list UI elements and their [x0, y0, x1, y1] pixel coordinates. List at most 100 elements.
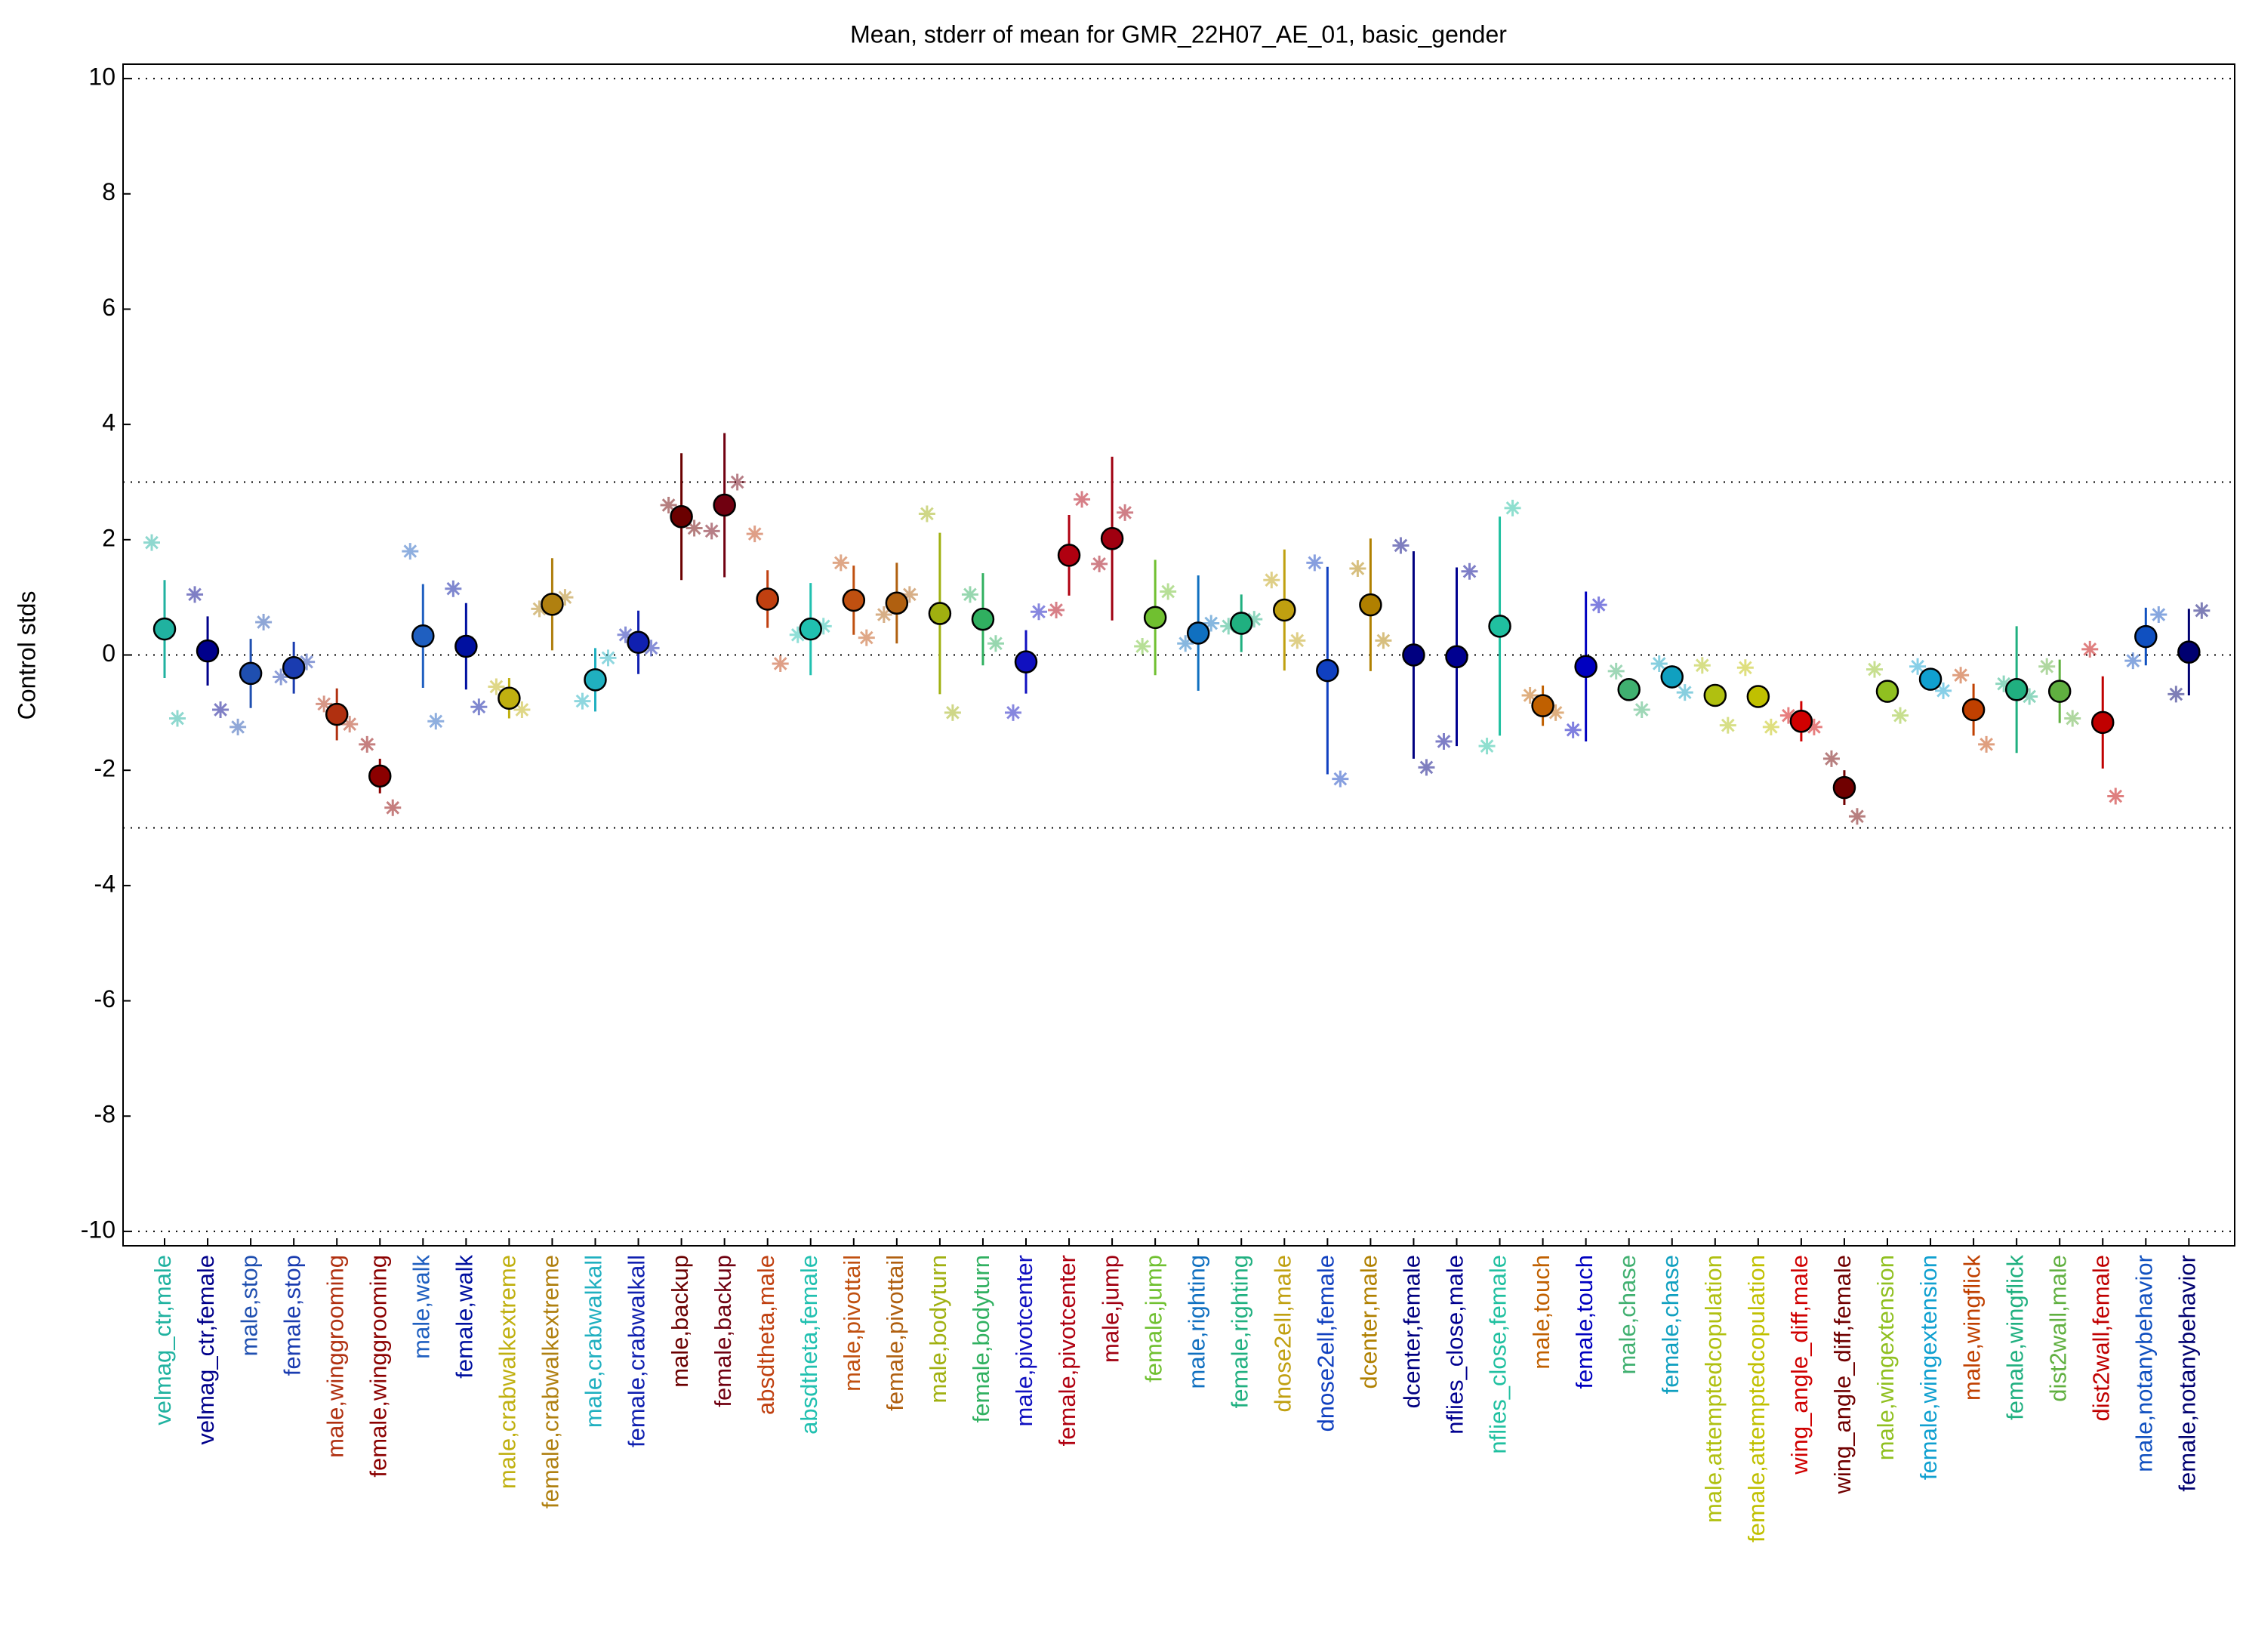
star-marker — [1478, 738, 1496, 755]
star-marker — [1590, 596, 1607, 614]
star-marker — [1160, 583, 1177, 600]
star-marker — [1848, 808, 1866, 825]
x-tick-label: female,touch — [1571, 1255, 1597, 1389]
star-marker — [729, 473, 746, 491]
mean-marker — [928, 602, 952, 625]
star-marker — [1392, 537, 1410, 554]
mean-marker — [325, 702, 349, 726]
star-marker — [1435, 733, 1453, 750]
star-marker — [255, 613, 273, 630]
mean-marker — [1961, 698, 1986, 722]
x-tick-label: dcenter,female — [1399, 1255, 1425, 1408]
star-marker — [1866, 661, 1883, 678]
x-tick-label: absdtheta,male — [753, 1255, 779, 1415]
star-marker — [1203, 615, 1220, 632]
star-marker — [1504, 499, 1521, 516]
star-marker — [789, 626, 806, 643]
star-marker — [1461, 562, 1478, 580]
y-tick-label: -2 — [94, 755, 116, 782]
x-tick-label: velmag_ctr,male — [149, 1255, 176, 1425]
star-marker — [470, 698, 488, 716]
star-marker — [1935, 682, 1952, 699]
x-tick-label: male,notanybehavior — [2130, 1255, 2157, 1472]
star-marker — [1031, 603, 1047, 621]
mean-marker — [1703, 683, 1727, 707]
y-tick-label: -8 — [94, 1101, 116, 1128]
star-marker — [445, 580, 462, 597]
star-marker — [1805, 718, 1822, 735]
x-tick-label: dcenter,male — [1356, 1255, 1382, 1389]
x-tick-label: female,righting — [1226, 1255, 1252, 1408]
star-marker — [143, 534, 160, 551]
mean-marker — [1918, 667, 1943, 691]
x-tick-label: female,bodyturn — [968, 1255, 994, 1422]
star-marker — [961, 586, 978, 603]
star-marker — [1952, 667, 1970, 684]
x-tick-label: female,notanybehavior — [2174, 1255, 2201, 1492]
star-marker — [1005, 704, 1021, 721]
mean-marker — [1617, 678, 1641, 701]
star-marker — [1650, 655, 1668, 672]
x-tick-label: male,pivotcenter — [1011, 1255, 1037, 1426]
star-marker — [1547, 704, 1564, 721]
star-marker — [660, 497, 677, 514]
x-tick-label: wing_angle_diff,male — [1786, 1255, 1813, 1475]
mean-marker — [1875, 680, 1899, 703]
mean-marker — [411, 624, 435, 648]
star-marker — [1633, 701, 1650, 719]
x-tick-label: velmag_ctr,female — [193, 1255, 219, 1445]
mean-marker — [584, 668, 607, 692]
mean-marker — [1402, 643, 1425, 667]
star-marker — [1246, 611, 1263, 628]
mean-marker — [454, 634, 478, 658]
x-tick-label: dist2wall,male — [2044, 1255, 2071, 1402]
star-marker — [1332, 770, 1349, 787]
x-tick-label: female,pivottail — [882, 1255, 908, 1411]
star-marker — [2038, 658, 2056, 675]
star-marker — [2064, 710, 2081, 727]
star-marker — [703, 522, 720, 540]
star-marker — [1779, 707, 1797, 724]
star-marker — [1418, 759, 1435, 776]
x-tick-label: female,jump — [1140, 1255, 1166, 1382]
star-marker — [488, 678, 505, 695]
star-marker — [901, 586, 918, 603]
mean-marker — [627, 630, 650, 654]
x-tick-label: male,attemptedcopulation — [1700, 1255, 1727, 1523]
star-marker — [230, 718, 247, 735]
x-tick-label: female,crabwalkall — [624, 1255, 650, 1447]
star-marker — [1693, 657, 1711, 674]
star-marker — [1719, 717, 1736, 734]
mean-marker — [670, 505, 693, 529]
star-marker — [169, 710, 186, 727]
star-marker — [1762, 718, 1779, 735]
x-tick-label: male,pivottail — [839, 1255, 865, 1392]
chart-title: Mean, stderr of mean for GMR_22H07_AE_01… — [850, 20, 1507, 48]
x-tick-label: male,backup — [667, 1255, 693, 1388]
x-tick-label: male,wingflick — [1958, 1255, 1985, 1401]
x-tick-label: male,touch — [1528, 1255, 1554, 1370]
mean-marker — [713, 493, 736, 517]
mean-marker — [1746, 685, 1770, 708]
star-marker — [384, 799, 402, 816]
star-marker — [858, 629, 875, 646]
mean-marker — [2091, 710, 2115, 735]
star-marker — [1607, 662, 1625, 680]
x-tick-label: male,bodyturn — [925, 1255, 951, 1403]
x-tick-label: female,backup — [710, 1255, 736, 1407]
y-tick-label: 6 — [102, 294, 116, 321]
y-axis-label: Control stds — [13, 591, 40, 720]
mean-marker — [842, 588, 866, 612]
x-tick-label: female,stop — [279, 1255, 305, 1376]
star-marker — [746, 525, 763, 543]
y-tick-label: -10 — [81, 1216, 116, 1243]
star-marker — [298, 653, 316, 670]
x-tick-label: male,righting — [1183, 1255, 1209, 1388]
star-marker — [686, 519, 703, 537]
x-tick-label: male,jump — [1097, 1255, 1123, 1363]
mean-marker — [2134, 624, 2158, 649]
star-marker — [1564, 721, 1582, 738]
mean-marker — [1186, 621, 1210, 645]
star-marker — [1117, 504, 1134, 521]
y-tick-label: -4 — [94, 870, 116, 897]
